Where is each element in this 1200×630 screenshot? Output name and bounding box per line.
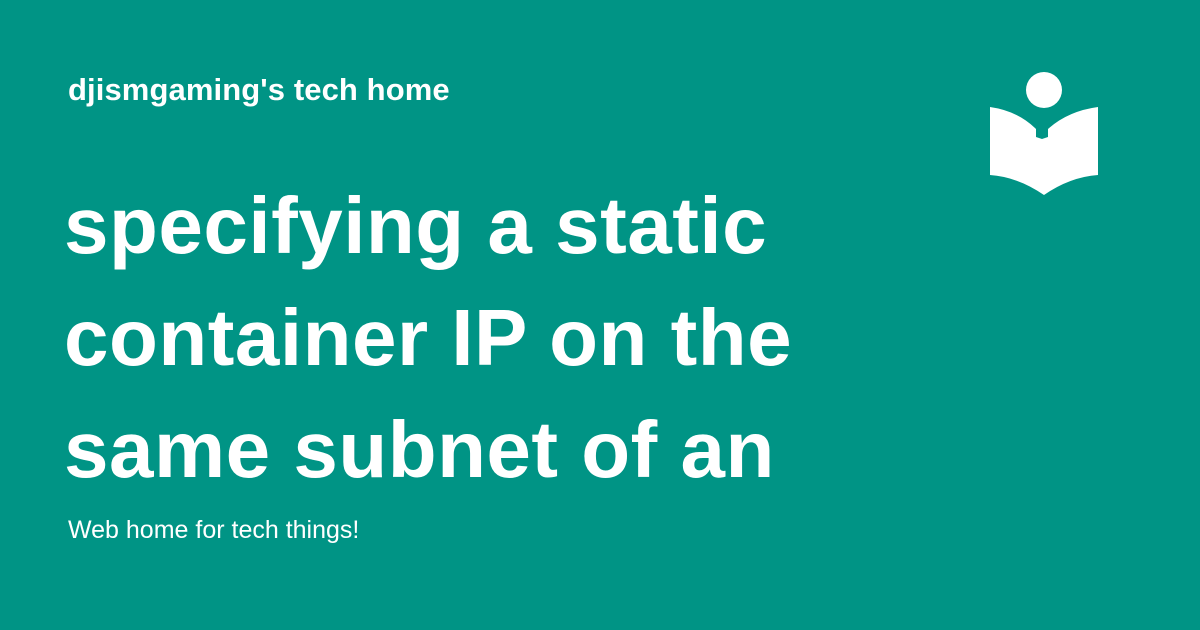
site-name: djismgaming's tech home	[68, 72, 450, 107]
site-tagline: Web home for tech things!	[68, 516, 360, 544]
page-title: specifying a static container IP on the …	[64, 181, 793, 494]
reader-book-icon	[990, 72, 1098, 195]
